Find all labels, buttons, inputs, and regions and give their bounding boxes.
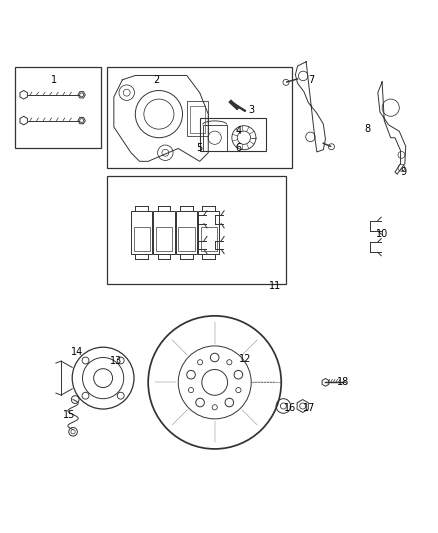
Text: 3: 3 [248,105,254,115]
Text: 12: 12 [239,354,251,364]
Bar [176,211,197,254]
Text: 2: 2 [154,75,160,85]
Bar [200,118,266,151]
Bar [156,228,172,251]
Bar [15,67,101,149]
Text: 5: 5 [197,143,203,154]
Text: 18: 18 [337,377,350,387]
Text: 16: 16 [284,403,296,413]
Bar [131,211,152,254]
Text: 1: 1 [51,75,57,85]
Text: 15: 15 [63,409,75,419]
Bar [107,67,292,168]
Bar [190,106,205,133]
Text: 14: 14 [71,348,84,357]
Text: 10: 10 [376,229,388,239]
Text: 11: 11 [268,281,281,291]
Bar [153,211,175,254]
Text: 7: 7 [308,75,314,85]
Text: 4: 4 [235,126,241,136]
Bar [134,228,150,251]
Bar [198,211,219,254]
Bar [178,228,194,251]
Text: 9: 9 [400,167,406,177]
Bar [107,176,286,284]
Bar [203,125,227,151]
Text: 17: 17 [303,403,315,413]
Text: 8: 8 [364,124,370,134]
Text: 6: 6 [235,143,241,154]
Bar [187,101,208,135]
Bar [201,228,217,251]
Text: 13: 13 [110,356,122,366]
